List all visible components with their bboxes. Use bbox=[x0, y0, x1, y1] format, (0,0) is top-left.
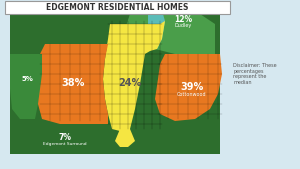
Text: 5%: 5% bbox=[21, 76, 33, 82]
Text: Edgemont Surround: Edgemont Surround bbox=[43, 142, 87, 146]
Text: Cottonwood: Cottonwood bbox=[177, 92, 207, 98]
Polygon shape bbox=[125, 14, 215, 69]
Text: 12%: 12% bbox=[174, 16, 192, 25]
Polygon shape bbox=[10, 54, 42, 119]
Text: 24%: 24% bbox=[118, 78, 142, 88]
Text: Dudley: Dudley bbox=[174, 22, 192, 28]
FancyBboxPatch shape bbox=[5, 1, 230, 14]
Text: 7%: 7% bbox=[58, 132, 71, 141]
Text: 38%: 38% bbox=[61, 78, 85, 88]
Text: Disclaimer: These
percentages
represent the
median: Disclaimer: These percentages represent … bbox=[233, 63, 277, 85]
Polygon shape bbox=[115, 129, 135, 147]
Polygon shape bbox=[38, 44, 108, 124]
Polygon shape bbox=[155, 54, 222, 121]
Text: 39%: 39% bbox=[180, 82, 204, 92]
FancyBboxPatch shape bbox=[10, 14, 220, 154]
Polygon shape bbox=[148, 14, 165, 49]
Polygon shape bbox=[103, 21, 165, 131]
Text: EDGEMONT RESIDENTIAL HOMES: EDGEMONT RESIDENTIAL HOMES bbox=[46, 3, 188, 12]
